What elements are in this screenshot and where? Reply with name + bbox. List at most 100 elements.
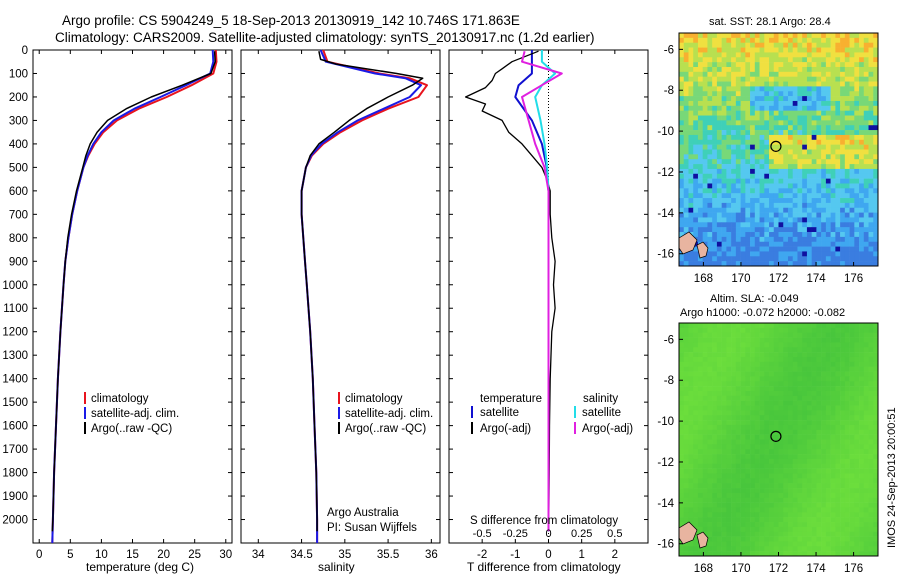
map-cell [863,154,869,160]
map-cell [863,246,869,252]
map-cell [679,488,685,494]
map-cell [849,42,855,48]
map-cell [754,183,760,189]
map-cell [840,222,846,228]
map-cell [754,212,760,218]
map-cell [702,497,708,503]
map-cell [683,100,689,107]
map-cell [712,37,718,43]
map-cell [735,492,741,499]
map-cell [802,125,808,131]
map-cell [787,212,794,218]
map-cell [859,526,865,533]
map-cell [797,415,803,421]
map-cell [830,366,836,372]
map-cell [792,332,798,338]
map-cell [745,62,751,68]
map-cell [754,178,760,184]
map-cell [735,488,741,494]
map-cell [835,188,841,194]
map-cell [811,91,817,97]
map-cell [683,62,689,68]
map-cell [787,327,794,333]
map-cell [830,405,836,411]
map-cell [863,37,869,43]
map-cell [859,236,865,243]
map-cell [873,356,878,363]
title-line-1: Argo profile: CS 5904249_5 18-Sep-2013 2… [62,13,520,28]
map-cell [759,256,765,262]
map-cell [702,256,708,262]
map-cell [721,371,727,377]
map-cell [863,434,869,440]
map-cell [821,241,827,247]
map-cell [830,551,836,556]
map-cell [873,449,878,455]
map-cell [683,444,689,450]
map-cell [868,193,874,199]
map-cell [773,241,779,247]
map-cell [679,390,685,397]
map-cell [797,405,803,411]
map-cell [735,327,741,333]
map-cell [702,193,708,199]
map-cell [712,352,718,358]
map-cell [721,551,727,556]
map-cell [702,198,708,204]
map-cell [825,86,831,92]
map-cell [754,352,760,358]
map-cell [769,429,775,435]
map-cell [859,120,865,126]
map-cell [778,526,784,533]
map-cell [840,168,846,175]
map-cell [787,246,794,252]
map-cell [778,410,784,416]
map-cell [830,458,836,465]
map-cell [773,91,779,97]
map-cell [750,551,756,556]
map-cell [731,178,737,184]
map-cell [873,81,878,87]
map-cell [830,526,836,533]
map-cell [679,125,685,131]
map-cell [750,366,756,372]
map-cell [735,57,741,63]
map-cell [716,342,722,348]
map-cell [835,236,841,243]
map-cell [859,473,865,479]
map-cell [759,164,765,170]
map-cell [849,405,855,411]
map-cell [835,100,841,107]
map-cell [854,66,860,73]
map-cell [830,517,836,523]
map-cell [773,178,779,184]
map-cell [835,400,841,406]
map-cell [697,410,703,416]
map-cell [825,541,831,547]
map-cell [816,256,822,262]
map-cell [859,439,865,445]
map-cell [873,415,878,421]
map-cell [854,42,860,48]
map-cell [802,332,808,338]
map-cell [754,434,760,440]
map-cell [844,522,850,528]
map-cell [778,347,784,353]
map-cell [835,96,841,102]
map-cell [840,405,846,411]
map-cell [759,410,765,416]
map-cell [773,86,779,92]
map-cell [740,236,746,243]
map-cell [750,526,756,533]
map-cell [716,381,722,387]
map-cell [835,144,841,150]
map-cell [792,86,798,92]
map-cell [716,366,722,372]
map-cell [697,52,703,58]
map-cell [844,81,850,87]
map-cell [769,159,775,165]
map-cell [679,42,685,48]
map-cell [693,81,699,87]
map-cell [688,483,694,489]
map-cell [707,193,713,199]
